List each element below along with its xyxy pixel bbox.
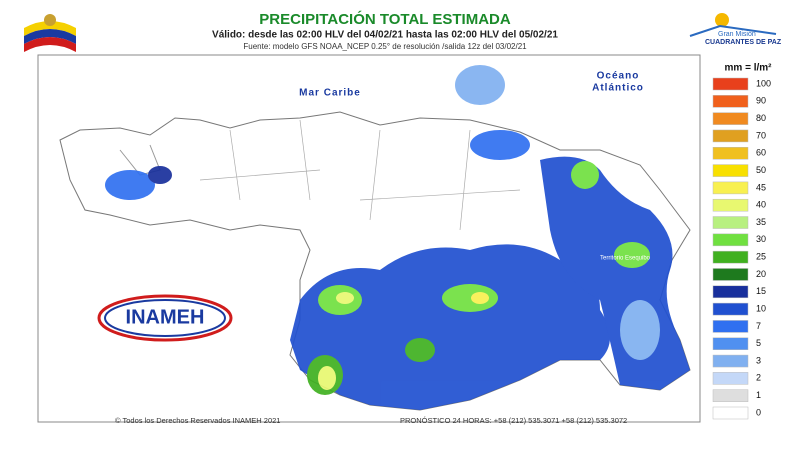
legend-swatch: [712, 233, 749, 247]
legend-label: 30: [756, 234, 766, 244]
legend-label: 3: [756, 355, 761, 365]
legend-swatch: [712, 129, 749, 143]
right-logo-line1: Gran Misión: [718, 31, 756, 38]
legend-label: 7: [756, 321, 761, 331]
legend-swatch: [712, 250, 749, 264]
legend-label: 5: [756, 338, 761, 348]
inameh-logo: [97, 294, 233, 342]
title: PRECIPITACIÓN TOTAL ESTIMADA: [259, 10, 511, 28]
legend-label: 0: [756, 407, 761, 417]
legend-label: 2: [756, 373, 761, 383]
legend-label: 80: [756, 113, 766, 123]
forecast-phone: PRONÓSTICO 24 HORAS: +58 (212) 535.3071 …: [400, 416, 627, 425]
legend-swatch: [712, 302, 749, 316]
right-logo-line2: CUADRANTES DE PAZ: [705, 39, 782, 46]
legend-swatch: [712, 406, 749, 420]
legend-swatch: [712, 112, 749, 125]
legend-swatch: [712, 164, 749, 177]
legend-swatch: [712, 354, 749, 368]
legend-label: 45: [756, 182, 766, 192]
legend-swatch: [712, 95, 749, 108]
legend-label: 100: [756, 78, 771, 88]
legend-swatch: [712, 77, 749, 91]
valid-period: Válido: desde las 02:00 HLV del 04/02/21…: [212, 30, 558, 41]
legend-swatch: [712, 268, 749, 281]
legend-swatch: [712, 147, 749, 160]
ocean-label: Océano: [597, 71, 640, 82]
sea-label: Mar Caribe: [299, 88, 361, 99]
legend-label: 70: [756, 130, 766, 140]
inameh-logo-text: INAMEH: [126, 306, 205, 328]
legend-title: mm = l/m²: [725, 63, 773, 74]
legend-swatch: [712, 337, 749, 350]
legend-swatch: [712, 198, 749, 212]
legend-label: 50: [756, 165, 766, 175]
legend-swatch: [712, 372, 749, 385]
legend-label: 40: [756, 200, 766, 210]
region-label: Territorio Esequibo: [600, 256, 651, 262]
legend-label: 20: [756, 269, 766, 279]
flag-logo: [24, 14, 76, 52]
source: Fuente: modelo GFS NOAA_NCEP 0.25° de re…: [243, 42, 527, 51]
legend-label: 60: [756, 148, 766, 158]
right-logo: [689, 13, 777, 37]
legend-swatch: [712, 389, 749, 402]
ocean-label: Atlántico: [592, 83, 644, 94]
legend-label: 10: [756, 303, 766, 313]
legend-swatch: [712, 216, 749, 229]
legend-label: 25: [756, 252, 766, 262]
legend-swatch: [712, 181, 749, 195]
legend-swatch: [712, 320, 749, 333]
legend-label: 15: [756, 286, 766, 296]
legend-label: 90: [756, 96, 766, 106]
legend-label: 1: [756, 390, 761, 400]
legend-label: 35: [756, 217, 766, 227]
copyright: © Todos los Derechos Reservados INAMEH 2…: [115, 416, 280, 425]
legend-swatch: [712, 285, 749, 299]
precipitation-field: [105, 65, 690, 410]
